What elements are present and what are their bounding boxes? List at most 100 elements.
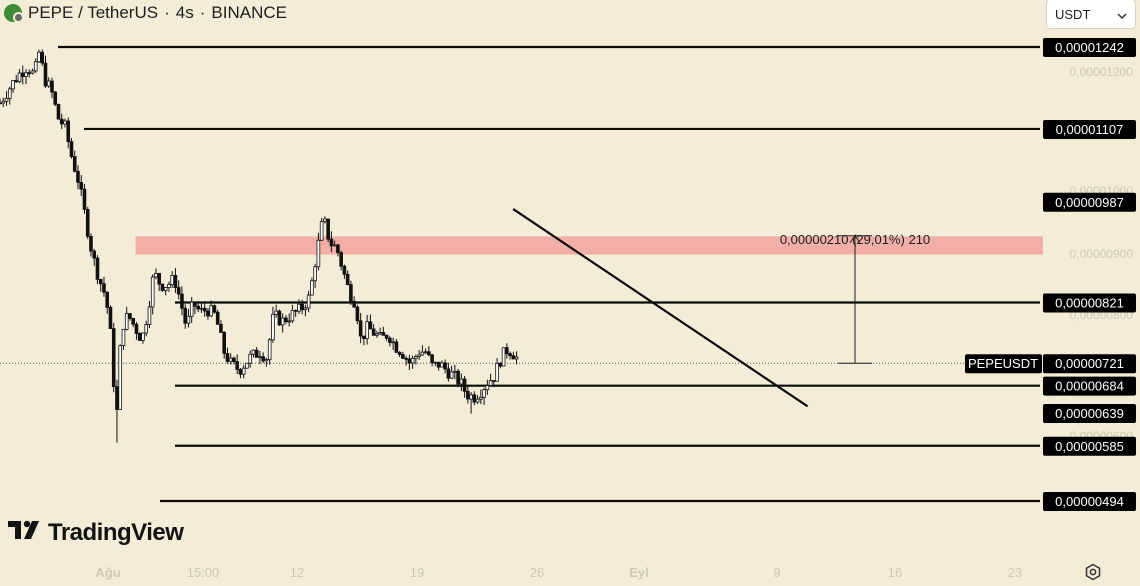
level-price-label: 0,00000494: [1055, 494, 1124, 509]
candle-body: [401, 354, 405, 359]
candle-body: [219, 323, 223, 333]
candle-body: [404, 357, 408, 360]
separator-1: ·: [164, 3, 170, 22]
candle-body: [215, 311, 220, 325]
candle-body: [453, 370, 457, 373]
x-axis-tick-label: 12: [290, 565, 304, 580]
candle-body: [397, 351, 402, 355]
level-price-label-bg: [1043, 436, 1136, 456]
candle-body: [131, 317, 136, 325]
candle-body: [238, 369, 243, 375]
candle-body: [508, 353, 512, 357]
candle-body: [170, 275, 174, 285]
candle-body: [498, 362, 503, 367]
candle-body: [371, 328, 376, 336]
candle-body: [115, 386, 119, 410]
candle-body: [430, 354, 434, 364]
level-price-label: 0,00000684: [1055, 379, 1124, 394]
candle-body: [306, 294, 311, 309]
candle-body: [466, 390, 470, 400]
candle-body: [76, 170, 80, 183]
candle-body: [173, 275, 178, 288]
level-price-label: 0,00001107: [1056, 122, 1124, 137]
candle-body: [37, 51, 41, 63]
candle-body: [375, 333, 379, 336]
candle-body: [245, 362, 249, 369]
candle-body: [63, 120, 67, 125]
candle-body: [349, 284, 353, 302]
currency-select[interactable]: USDT: [1047, 0, 1135, 28]
candle-body: [329, 238, 334, 247]
candle-body: [482, 389, 486, 398]
candle-body: [410, 357, 415, 364]
candle-body: [111, 328, 116, 388]
candle-body: [134, 323, 139, 334]
settings-gear-icon[interactable]: [1084, 563, 1102, 586]
measure-label: 0,00000210 (29,01%) 210: [780, 232, 930, 247]
candle-body: [20, 72, 25, 77]
level-price-label: 0,00000585: [1055, 439, 1124, 454]
candle-body: [391, 341, 395, 344]
candle-body: [511, 355, 516, 360]
candle-body: [462, 378, 467, 392]
candle-body: [514, 356, 519, 360]
candle-body: [274, 310, 278, 315]
candle-body: [147, 306, 152, 325]
candle-body: [342, 265, 347, 275]
candle-body: [157, 273, 162, 285]
x-axis-tick-label: 15:00: [187, 565, 220, 580]
candle-body: [118, 345, 123, 410]
candle-body: [1, 100, 6, 104]
candle-body: [287, 320, 291, 323]
x-axis-tick-label: 23: [1008, 565, 1022, 580]
x-axis-tick-label: Eyl: [629, 565, 649, 580]
candle-body: [323, 218, 327, 222]
candle-body: [108, 306, 113, 329]
pepe-coin-icon: [4, 4, 24, 23]
level-price-label: 0,00000639: [1055, 406, 1124, 421]
last-price-label: 0,00000721: [1055, 356, 1124, 371]
candle-body: [154, 273, 158, 278]
candle-body: [316, 239, 321, 268]
candle-body: [180, 293, 184, 309]
candle-body: [92, 250, 97, 259]
candle-body: [193, 301, 197, 307]
candle-body: [436, 361, 441, 368]
candle-body: [222, 332, 226, 354]
level-price-label: 0,00000821: [1055, 296, 1124, 311]
candle-body: [443, 362, 447, 370]
candle-body: [475, 398, 480, 403]
candle-body: [479, 396, 483, 400]
candle-body: [17, 72, 22, 83]
level-price-label-bg: [1043, 38, 1136, 57]
tradingview-logo-icon: [8, 519, 42, 547]
candle-body: [102, 283, 106, 293]
level-price-label-bg: [1043, 293, 1136, 313]
candle-body: [66, 120, 71, 142]
candle-body: [352, 300, 356, 308]
candle-body: [98, 278, 103, 285]
candle-body: [440, 362, 444, 368]
y-axis-tick-label: 0,00001200: [1070, 65, 1134, 79]
candle-body: [30, 70, 35, 74]
symbol-tag-bg: [965, 354, 1042, 374]
candle-body: [277, 310, 282, 326]
candle-body: [495, 362, 499, 382]
candle-body: [492, 380, 496, 382]
candle-body: [345, 273, 350, 285]
candle-body: [196, 305, 200, 310]
candle-body: [433, 361, 438, 364]
candle-body: [339, 252, 343, 267]
candle-body: [209, 305, 213, 317]
candle-body: [378, 332, 382, 335]
trendline: [512, 208, 809, 408]
candle-body: [449, 371, 454, 379]
candle-body: [160, 283, 165, 291]
level-price-label-bg: [1043, 376, 1136, 396]
candle-body: [69, 141, 74, 158]
last-price-label-bg: [1043, 354, 1136, 374]
candle-body: [4, 97, 9, 102]
candle-body: [235, 361, 239, 370]
candle-body: [46, 80, 51, 87]
